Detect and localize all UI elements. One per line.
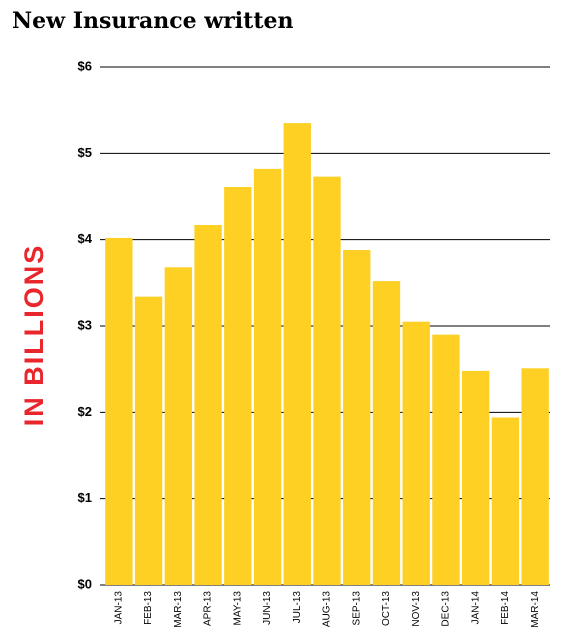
x-tick-label: MAY-13 [232,591,243,626]
y-axis-label: IN BILLIONS [19,244,49,427]
bar [491,417,520,585]
y-tick-label: $5 [78,145,92,160]
x-tick-label: FEB-14 [500,591,511,625]
x-tick-label: APR-13 [203,591,214,626]
y-tick-label: $2 [78,404,92,419]
y-tick-label: $1 [78,490,92,505]
x-tick-label: OCT-13 [381,591,392,626]
x-tick-label: MAR-14 [530,591,541,628]
y-tick-label: $0 [78,576,92,591]
bar [134,296,163,585]
bar [194,224,222,586]
bar [461,370,490,585]
bar [283,123,311,585]
bar [402,321,430,585]
chart-title: New Insurance written [12,8,293,34]
y-tick-label: $4 [78,231,93,246]
x-tick-label: JAN-14 [470,591,481,625]
bar [164,267,193,585]
x-tick-label: DEC-13 [441,591,452,627]
bar [521,368,549,585]
x-tick-label: JUL-13 [292,591,303,624]
y-tick-label: $3 [78,317,92,332]
bar [343,250,371,585]
x-tick-label: JAN-13 [114,591,125,625]
x-tick-label: NOV-13 [411,591,422,627]
y-tick-label: $6 [78,58,92,73]
x-tick-label: MAR-13 [173,591,184,628]
x-tick-label: AUG-13 [322,591,333,628]
bar [432,334,460,585]
bar [253,168,282,585]
x-tick-label: FEB-13 [143,591,154,625]
bar [105,237,133,585]
x-tick-label: JUN-13 [262,591,273,625]
x-tick-label: SEP-13 [351,591,362,626]
bar [224,187,252,585]
bar [313,176,341,586]
bar [372,281,401,585]
